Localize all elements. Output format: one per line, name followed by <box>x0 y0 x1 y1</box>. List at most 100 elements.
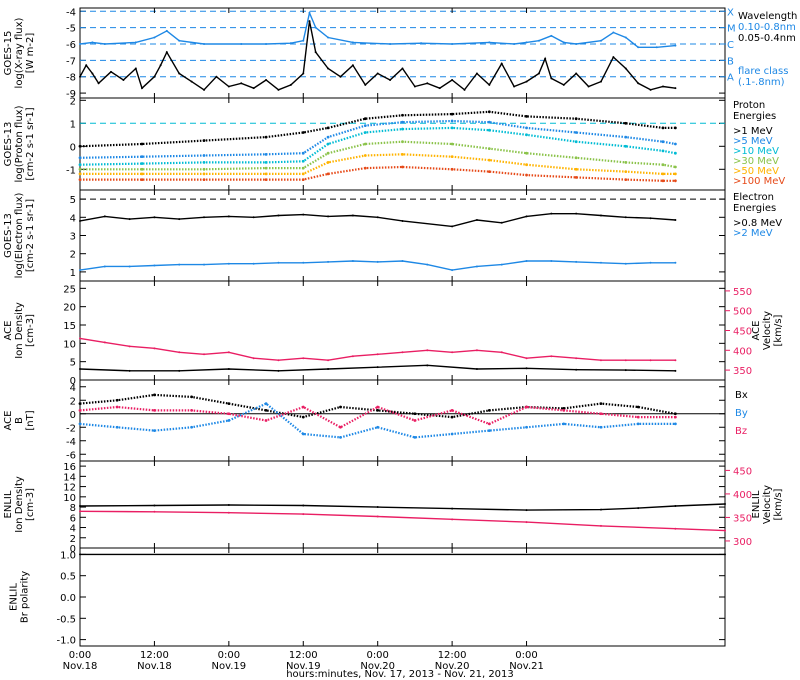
data-point <box>339 405 342 409</box>
data-point <box>574 131 578 134</box>
data-point <box>302 504 305 507</box>
data-point <box>326 161 330 164</box>
y-axis-label: GOES-13 <box>3 213 14 258</box>
data-point <box>376 425 380 429</box>
y-right-axis-label: [km/s] <box>773 488 784 520</box>
y-tick-label: -4 <box>66 437 76 448</box>
data-point <box>525 521 528 524</box>
y-axis-label: B <box>14 417 25 424</box>
data-point <box>413 412 417 416</box>
flare-class-label: M <box>727 24 736 35</box>
data-point <box>488 83 491 86</box>
data-point <box>165 51 168 54</box>
goes13-proton-panel: 2 1 0 -1 GOES-13 log(Proton flux) [cm-2 s-1 sr… <box>3 96 785 191</box>
data-point <box>78 172 82 176</box>
y-tick-label: 0 <box>70 142 76 153</box>
y-axis-label: Ion Density <box>14 302 25 359</box>
y-tick-label: 12 <box>63 483 76 494</box>
data-point <box>624 135 628 139</box>
goes15-xray-panel: -4 -5 -6 -7 -8 -9 GOES-15 log(X-ray flux) [W m-2… <box>3 7 797 100</box>
series--50-mev <box>80 153 676 175</box>
legend-entry: >50 MeV <box>733 166 779 177</box>
data-point <box>599 214 602 217</box>
flare-class-note: flare class <box>738 66 788 77</box>
x-tick-label: Nov.20 <box>435 661 470 672</box>
data-point <box>363 142 367 146</box>
y-tick-label: 0 <box>70 410 76 421</box>
data-point <box>215 75 218 78</box>
y-tick-label: 4 <box>70 213 76 224</box>
data-point <box>128 369 131 372</box>
series-bx <box>79 393 676 419</box>
data-point <box>327 67 330 70</box>
data-point <box>674 87 677 90</box>
data-point <box>134 41 137 44</box>
data-point <box>426 349 429 352</box>
data-point <box>178 351 181 354</box>
data-point <box>624 144 628 148</box>
data-point <box>649 88 652 91</box>
data-point <box>673 422 677 426</box>
data-point <box>624 67 627 70</box>
y-right-tick-label: 400 <box>733 490 752 501</box>
data-point <box>574 117 578 121</box>
data-point <box>525 126 528 130</box>
data-point <box>451 79 454 81</box>
data-point <box>525 425 528 429</box>
legend-title: Energies <box>733 111 776 122</box>
y-right-axis-label: Velocity <box>762 485 773 524</box>
data-point <box>475 219 478 222</box>
data-point <box>277 369 280 372</box>
data-point <box>190 80 193 83</box>
data-point <box>339 425 342 429</box>
y-axis-label: [nT] <box>25 410 36 430</box>
y-tick-label: 0.0 <box>60 593 76 604</box>
data-point <box>165 29 168 32</box>
x-tick-label: 0:00 <box>218 650 240 661</box>
panel-frame <box>79 379 726 462</box>
y-tick-label: -7 <box>66 56 76 67</box>
x-tick-label: 0:00 <box>515 650 537 661</box>
data-point <box>79 337 81 340</box>
y-tick-label: 4 <box>70 524 76 535</box>
data-point <box>190 395 194 399</box>
data-point <box>153 36 156 39</box>
data-point <box>401 259 404 262</box>
data-point <box>159 64 162 67</box>
enlil-polarity-panel: 1.0 0.5 0.0 -0.5 -1.0 ENLIL Br polarity <box>9 547 726 647</box>
data-point <box>301 405 305 409</box>
data-point <box>661 126 665 130</box>
data-point <box>376 515 379 518</box>
data-point <box>227 215 230 218</box>
legend-title: Electron <box>733 192 774 203</box>
y-right-tick-label: 350 <box>733 513 752 524</box>
y-tick-label: 2 <box>70 96 76 107</box>
data-point <box>599 425 603 429</box>
data-point <box>451 269 454 272</box>
data-point <box>574 175 578 179</box>
legend-entry: 0.05-0.4nm <box>738 33 796 44</box>
data-point <box>661 163 665 167</box>
data-point <box>240 82 243 85</box>
data-point <box>550 34 553 37</box>
data-point <box>153 347 156 350</box>
y-axis-label: [cm-3] <box>25 488 36 521</box>
legend-title: Proton <box>733 100 765 111</box>
data-point <box>450 112 454 116</box>
y-tick-label: 0 <box>70 376 76 387</box>
data-point <box>624 216 627 219</box>
data-point <box>363 154 367 157</box>
data-point <box>376 353 379 356</box>
y-axis-label: ENLIL <box>9 583 20 611</box>
data-point <box>115 398 119 402</box>
data-point <box>264 408 268 412</box>
data-point <box>550 212 553 215</box>
data-point <box>612 31 615 34</box>
data-point <box>227 504 230 507</box>
data-point <box>575 72 578 75</box>
legend-entry: >2 MeV <box>733 228 773 239</box>
data-point <box>562 41 565 44</box>
data-point <box>525 151 528 155</box>
